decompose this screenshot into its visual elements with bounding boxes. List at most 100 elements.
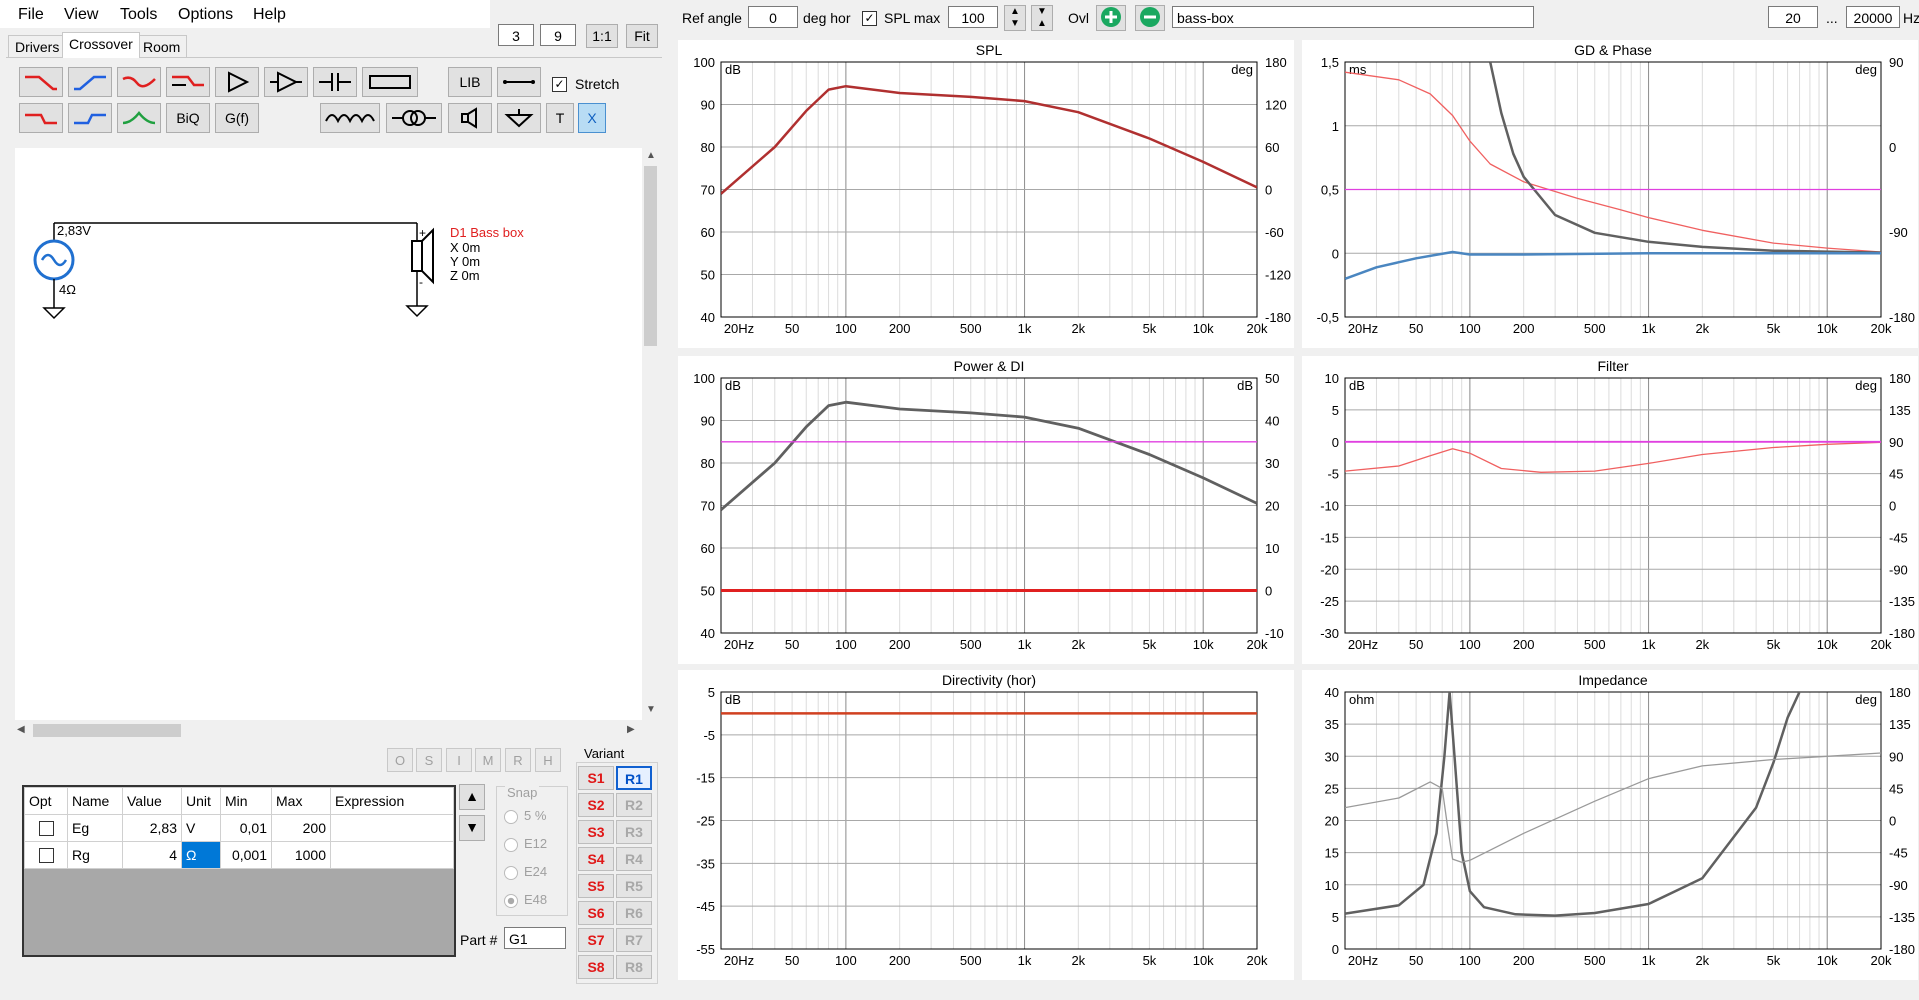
- spl-spin-button[interactable]: ▲ ▼: [1004, 5, 1026, 31]
- variant-r7[interactable]: R7: [616, 928, 652, 952]
- scroll-right-icon[interactable]: ▶: [627, 724, 635, 735]
- gain-function-button[interactable]: G(f): [215, 103, 259, 133]
- ground-tool[interactable]: [497, 103, 541, 133]
- library-button[interactable]: LIB: [448, 67, 492, 97]
- highpass-tool[interactable]: [68, 67, 112, 97]
- tab-crossover[interactable]: Crossover: [62, 32, 140, 58]
- part-input[interactable]: G1: [504, 927, 566, 949]
- row-min[interactable]: 0,001: [220, 841, 272, 869]
- menu-view[interactable]: View: [64, 6, 99, 23]
- overlay-add-button[interactable]: [1096, 5, 1126, 31]
- hscroll-thumb[interactable]: [33, 724, 181, 737]
- row-max[interactable]: 1000: [271, 841, 331, 869]
- variant-s3[interactable]: S3: [578, 820, 614, 844]
- menu-options[interactable]: Options: [178, 6, 234, 23]
- variant-s6[interactable]: S6: [578, 901, 614, 925]
- highpass-2-tool[interactable]: [68, 103, 112, 133]
- directivity-chart[interactable]: 5 -5 -15 -25 -35 -45 -55 20Hz 50 100 200 500 1k 2k 5k 1…: [678, 670, 1294, 980]
- amplifier-tool[interactable]: [215, 67, 259, 97]
- spl-max-input[interactable]: 100: [948, 6, 998, 28]
- power-di-chart[interactable]: 100 90 80 70 60 50 40 50 40 30 20 10 0 -10 20Hz 50 100 20…: [678, 356, 1294, 664]
- zoom-1to1-button[interactable]: 1:1: [586, 24, 618, 48]
- gd-phase-chart[interactable]: 1,5 1 0,5 0 -0,5 90 0 -90 -180 20Hz 50 100 200 500 1k 2…: [1302, 40, 1918, 348]
- o-button[interactable]: O: [387, 748, 413, 772]
- row-value[interactable]: 2,83: [122, 814, 182, 842]
- stretch-checkbox[interactable]: ✓: [552, 75, 567, 92]
- variant-s2[interactable]: S2: [578, 793, 614, 817]
- opt-checkbox[interactable]: [38, 848, 54, 864]
- schematic-hscrollbar[interactable]: ◀ ▶: [15, 722, 642, 739]
- close-x-button[interactable]: X: [578, 103, 606, 133]
- spl-max-checkbox[interactable]: ✓: [862, 9, 877, 26]
- s-button[interactable]: S: [416, 748, 442, 772]
- notch-tool[interactable]: [117, 67, 161, 97]
- row-unit[interactable]: Ω: [181, 841, 221, 869]
- schematic-canvas[interactable]: 2,83V 4Ω + - D1 Bass box X 0m Y 0m Z 0m: [15, 148, 642, 720]
- scroll-left-icon[interactable]: ◀: [17, 724, 25, 735]
- allpass-tool[interactable]: [166, 67, 210, 97]
- snap-5pct[interactable]: 5 %: [504, 808, 546, 824]
- overlay-name-input[interactable]: bass-box: [1172, 6, 1534, 28]
- snap-e24[interactable]: E24: [504, 864, 547, 880]
- driver-speaker-icon[interactable]: [411, 240, 423, 272]
- freq-max-input[interactable]: 20000: [1846, 6, 1900, 28]
- row-min[interactable]: 0,01: [220, 814, 272, 842]
- menu-file[interactable]: File: [18, 6, 44, 23]
- tab-drivers[interactable]: Drivers: [8, 35, 67, 58]
- variant-r4[interactable]: R4: [616, 847, 652, 871]
- freq-min-input[interactable]: 20: [1768, 6, 1818, 28]
- zoom-box-b[interactable]: 9: [540, 24, 576, 46]
- variant-s1[interactable]: S1: [578, 766, 614, 790]
- scroll-up-icon[interactable]: ▲: [646, 150, 656, 161]
- overlay-remove-button[interactable]: [1135, 5, 1165, 31]
- variant-s7[interactable]: S7: [578, 928, 614, 952]
- variant-r1[interactable]: R1: [616, 766, 652, 790]
- variant-s4[interactable]: S4: [578, 847, 614, 871]
- variant-r8[interactable]: R8: [616, 955, 652, 979]
- ref-angle-input[interactable]: 0: [748, 6, 798, 28]
- schematic-vscrollbar[interactable]: ▲ ▼: [642, 148, 659, 720]
- buffer-tool[interactable]: [264, 67, 308, 97]
- zoom-box-a[interactable]: 3: [498, 24, 534, 46]
- text-tool[interactable]: T: [546, 103, 574, 133]
- transformer-tool[interactable]: [386, 103, 442, 133]
- impedance-chart[interactable]: 40 35 30 25 20 15 10 5 0 180 135 90 45 0 -45 -90 -135 -18…: [1302, 670, 1918, 980]
- variant-r3[interactable]: R3: [616, 820, 652, 844]
- lowpass-tool[interactable]: [19, 67, 63, 97]
- opt-checkbox[interactable]: [38, 821, 54, 837]
- variant-s8[interactable]: S8: [578, 955, 614, 979]
- filter-chart[interactable]: 10 5 0 -5 -10 -15 -20 -25 -30 180 135 90 45 0 -45 -90 -1…: [1302, 356, 1918, 664]
- tab-room[interactable]: Room: [136, 35, 188, 58]
- biquad-button[interactable]: BiQ: [166, 103, 210, 133]
- scroll-down-icon[interactable]: ▼: [646, 704, 656, 715]
- move-up-button[interactable]: ▲: [459, 784, 485, 810]
- i-button[interactable]: I: [446, 748, 472, 772]
- table-row[interactable]: Eg 2,83 V 0,01 200: [24, 814, 454, 842]
- speaker-tool[interactable]: [448, 103, 492, 133]
- menu-tools[interactable]: Tools: [120, 6, 158, 23]
- spl-fit-button[interactable]: ▼ ▲: [1031, 5, 1053, 31]
- table-row[interactable]: Rg 4 Ω 0,001 1000: [24, 841, 454, 869]
- snap-e12[interactable]: E12: [504, 836, 547, 852]
- menu-help[interactable]: Help: [253, 6, 286, 23]
- variant-r5[interactable]: R5: [616, 874, 652, 898]
- move-down-button[interactable]: ▼: [459, 815, 485, 841]
- variant-r6[interactable]: R6: [616, 901, 652, 925]
- row-unit[interactable]: V: [181, 814, 221, 842]
- row-value[interactable]: 4: [122, 841, 182, 869]
- lowpass-2-tool[interactable]: [19, 103, 63, 133]
- resistor-tool[interactable]: [362, 67, 418, 97]
- capacitor-tool[interactable]: [313, 67, 357, 97]
- peak-tool[interactable]: [117, 103, 161, 133]
- snap-e48[interactable]: E48: [504, 892, 547, 908]
- r-button[interactable]: R: [505, 748, 531, 772]
- row-expression[interactable]: [330, 841, 454, 869]
- m-button[interactable]: M: [475, 748, 501, 772]
- wire-tool[interactable]: [497, 67, 541, 97]
- variant-s5[interactable]: S5: [578, 874, 614, 898]
- row-max[interactable]: 200: [271, 814, 331, 842]
- zoom-fit-button[interactable]: Fit: [626, 24, 658, 48]
- variant-r2[interactable]: R2: [616, 793, 652, 817]
- inductor-tool[interactable]: [320, 103, 380, 133]
- spl-chart[interactable]: 100 90 80 70 60 50 40 180 120 60 0 -60 -120 -180 20Hz 5…: [678, 40, 1294, 348]
